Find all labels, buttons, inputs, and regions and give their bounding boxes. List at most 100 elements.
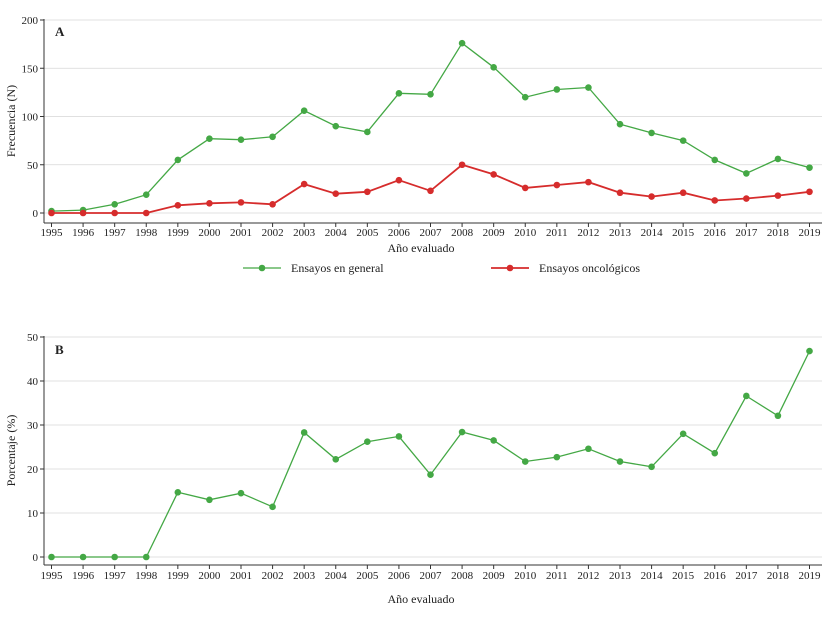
- data-point: [79, 209, 87, 217]
- chart-panel-a: 0 50 100 150 200 1995 1996 1997 1998 1999 2000 2001…: [4, 15, 822, 275]
- y-tick-label: 20: [27, 464, 39, 476]
- data-point: [174, 201, 182, 209]
- x-tick-label: 1995: [41, 227, 64, 239]
- x-tick-label: 2010: [514, 570, 537, 582]
- y-tick-label: 50: [27, 332, 39, 344]
- x-tick-label: 2003: [293, 570, 316, 582]
- y-axis-title: Porcentaje (%): [4, 415, 18, 487]
- data-point: [48, 209, 55, 217]
- y-tick-label: 30: [27, 420, 39, 432]
- data-point: [269, 503, 276, 511]
- data-point: [711, 156, 719, 164]
- data-point: [111, 201, 118, 208]
- x-tick-label: 2000: [198, 227, 221, 239]
- x-tick-label: 2008: [451, 227, 474, 239]
- data-point: [774, 192, 782, 199]
- x-tick-label: 2000: [198, 570, 221, 582]
- x-tick-label: 2008: [451, 570, 474, 582]
- y-axis-title: Frecuencia (N): [4, 85, 18, 157]
- data-point: [427, 187, 434, 195]
- x-tick-label: 2017: [735, 227, 758, 239]
- data-point: [206, 496, 213, 504]
- legend-marker: [258, 264, 266, 272]
- x-tick-label: 2018: [767, 570, 790, 582]
- data-point: [711, 449, 719, 457]
- x-tick-label: 2011: [546, 570, 568, 582]
- data-point: [332, 122, 340, 130]
- data-point: [364, 188, 371, 196]
- x-tick-label: 1997: [104, 227, 127, 239]
- data-point: [490, 437, 497, 444]
- panel-label: B: [55, 342, 64, 357]
- data-point: [743, 170, 750, 177]
- data-point: [458, 39, 466, 47]
- data-point: [521, 458, 529, 465]
- data-point: [648, 463, 655, 471]
- data-point: [585, 178, 592, 186]
- data-point: [364, 438, 371, 446]
- panel-label: A: [55, 24, 65, 39]
- x-tick-label: 2019: [799, 227, 822, 239]
- x-tick-label: 2014: [641, 227, 664, 239]
- data-point: [679, 189, 687, 197]
- data-point: [237, 199, 245, 206]
- data-point: [142, 191, 150, 198]
- y-tick-label: 0: [33, 552, 39, 564]
- x-tick-label: 2007: [420, 570, 443, 582]
- x-tick-label: 2001: [230, 227, 252, 239]
- x-tick-label: 1996: [72, 227, 95, 239]
- y-tick-label: 50: [27, 160, 39, 172]
- data-point: [553, 453, 561, 461]
- data-point: [648, 193, 655, 200]
- x-tick-label: 2005: [356, 227, 379, 239]
- data-point: [521, 184, 529, 192]
- data-point: [553, 86, 561, 93]
- legend-marker: [506, 264, 514, 272]
- data-point: [616, 189, 624, 197]
- x-tick-label: 2015: [672, 570, 695, 582]
- data-point: [237, 489, 245, 497]
- data-point: [553, 181, 561, 189]
- data-point: [806, 347, 813, 355]
- data-point: [48, 553, 55, 561]
- x-tick-label: 2006: [388, 227, 411, 239]
- data-point: [616, 120, 624, 128]
- data-point: [332, 190, 340, 197]
- x-axis-title: Año evaluado: [388, 592, 455, 606]
- x-tick-label: 2009: [483, 227, 506, 239]
- data-point: [585, 445, 592, 453]
- x-tick-label: 2019: [799, 570, 822, 582]
- y-tick-label: 100: [22, 112, 39, 124]
- data-point: [300, 429, 308, 436]
- x-tick-label: 2005: [356, 570, 379, 582]
- data-point: [174, 489, 182, 496]
- data-point: [300, 107, 308, 115]
- x-tick-label: 1996: [72, 570, 95, 582]
- x-tick-label: 1998: [135, 227, 158, 239]
- data-point: [585, 84, 592, 91]
- data-point: [174, 156, 182, 164]
- x-tick-label: 2007: [420, 227, 443, 239]
- x-tick-label: 2009: [483, 570, 506, 582]
- x-tick-label: 2013: [609, 227, 632, 239]
- x-tick-label: 2018: [767, 227, 790, 239]
- data-point: [616, 458, 624, 465]
- y-tick-label: 150: [22, 63, 39, 75]
- data-point: [395, 176, 403, 184]
- x-tick-label: 2016: [704, 227, 727, 239]
- data-point: [300, 180, 308, 188]
- x-tick-label: 2002: [262, 227, 284, 239]
- data-point: [743, 195, 750, 202]
- x-tick-label: 2011: [546, 227, 568, 239]
- data-point: [237, 136, 245, 143]
- data-point: [521, 93, 529, 101]
- legend-label: Ensayos en general: [291, 261, 384, 275]
- data-point: [490, 63, 497, 71]
- data-point: [395, 90, 403, 97]
- data-point: [711, 197, 719, 204]
- data-point: [490, 171, 497, 178]
- data-point: [806, 188, 813, 196]
- data-point: [206, 135, 213, 142]
- x-tick-label: 1997: [104, 570, 127, 582]
